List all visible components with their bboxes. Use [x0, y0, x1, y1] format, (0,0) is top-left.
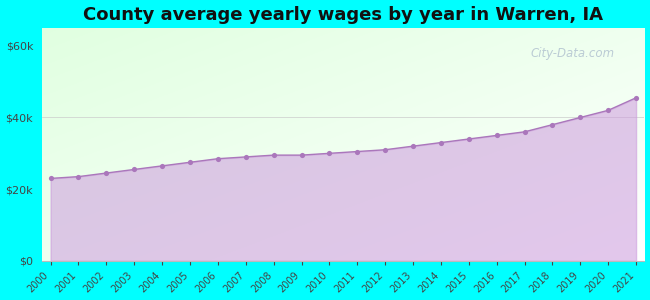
Point [408, 144, 418, 148]
Point [185, 160, 195, 165]
Point [519, 129, 530, 134]
Title: County average yearly wages by year in Warren, IA: County average yearly wages by year in W… [83, 6, 603, 24]
Point [129, 167, 139, 172]
Point [436, 140, 446, 145]
Point [240, 154, 251, 159]
Point [575, 115, 586, 120]
Point [491, 133, 502, 138]
Point [463, 136, 474, 141]
Text: City-Data.com: City-Data.com [530, 46, 614, 59]
Point [380, 147, 391, 152]
Point [213, 156, 223, 161]
Point [352, 149, 363, 154]
Point [46, 176, 56, 181]
Point [603, 108, 614, 113]
Point [101, 171, 112, 176]
Point [631, 95, 642, 100]
Point [73, 174, 84, 179]
Point [268, 153, 279, 158]
Point [157, 164, 167, 168]
Point [547, 122, 558, 127]
Point [296, 153, 307, 158]
Point [324, 151, 335, 156]
